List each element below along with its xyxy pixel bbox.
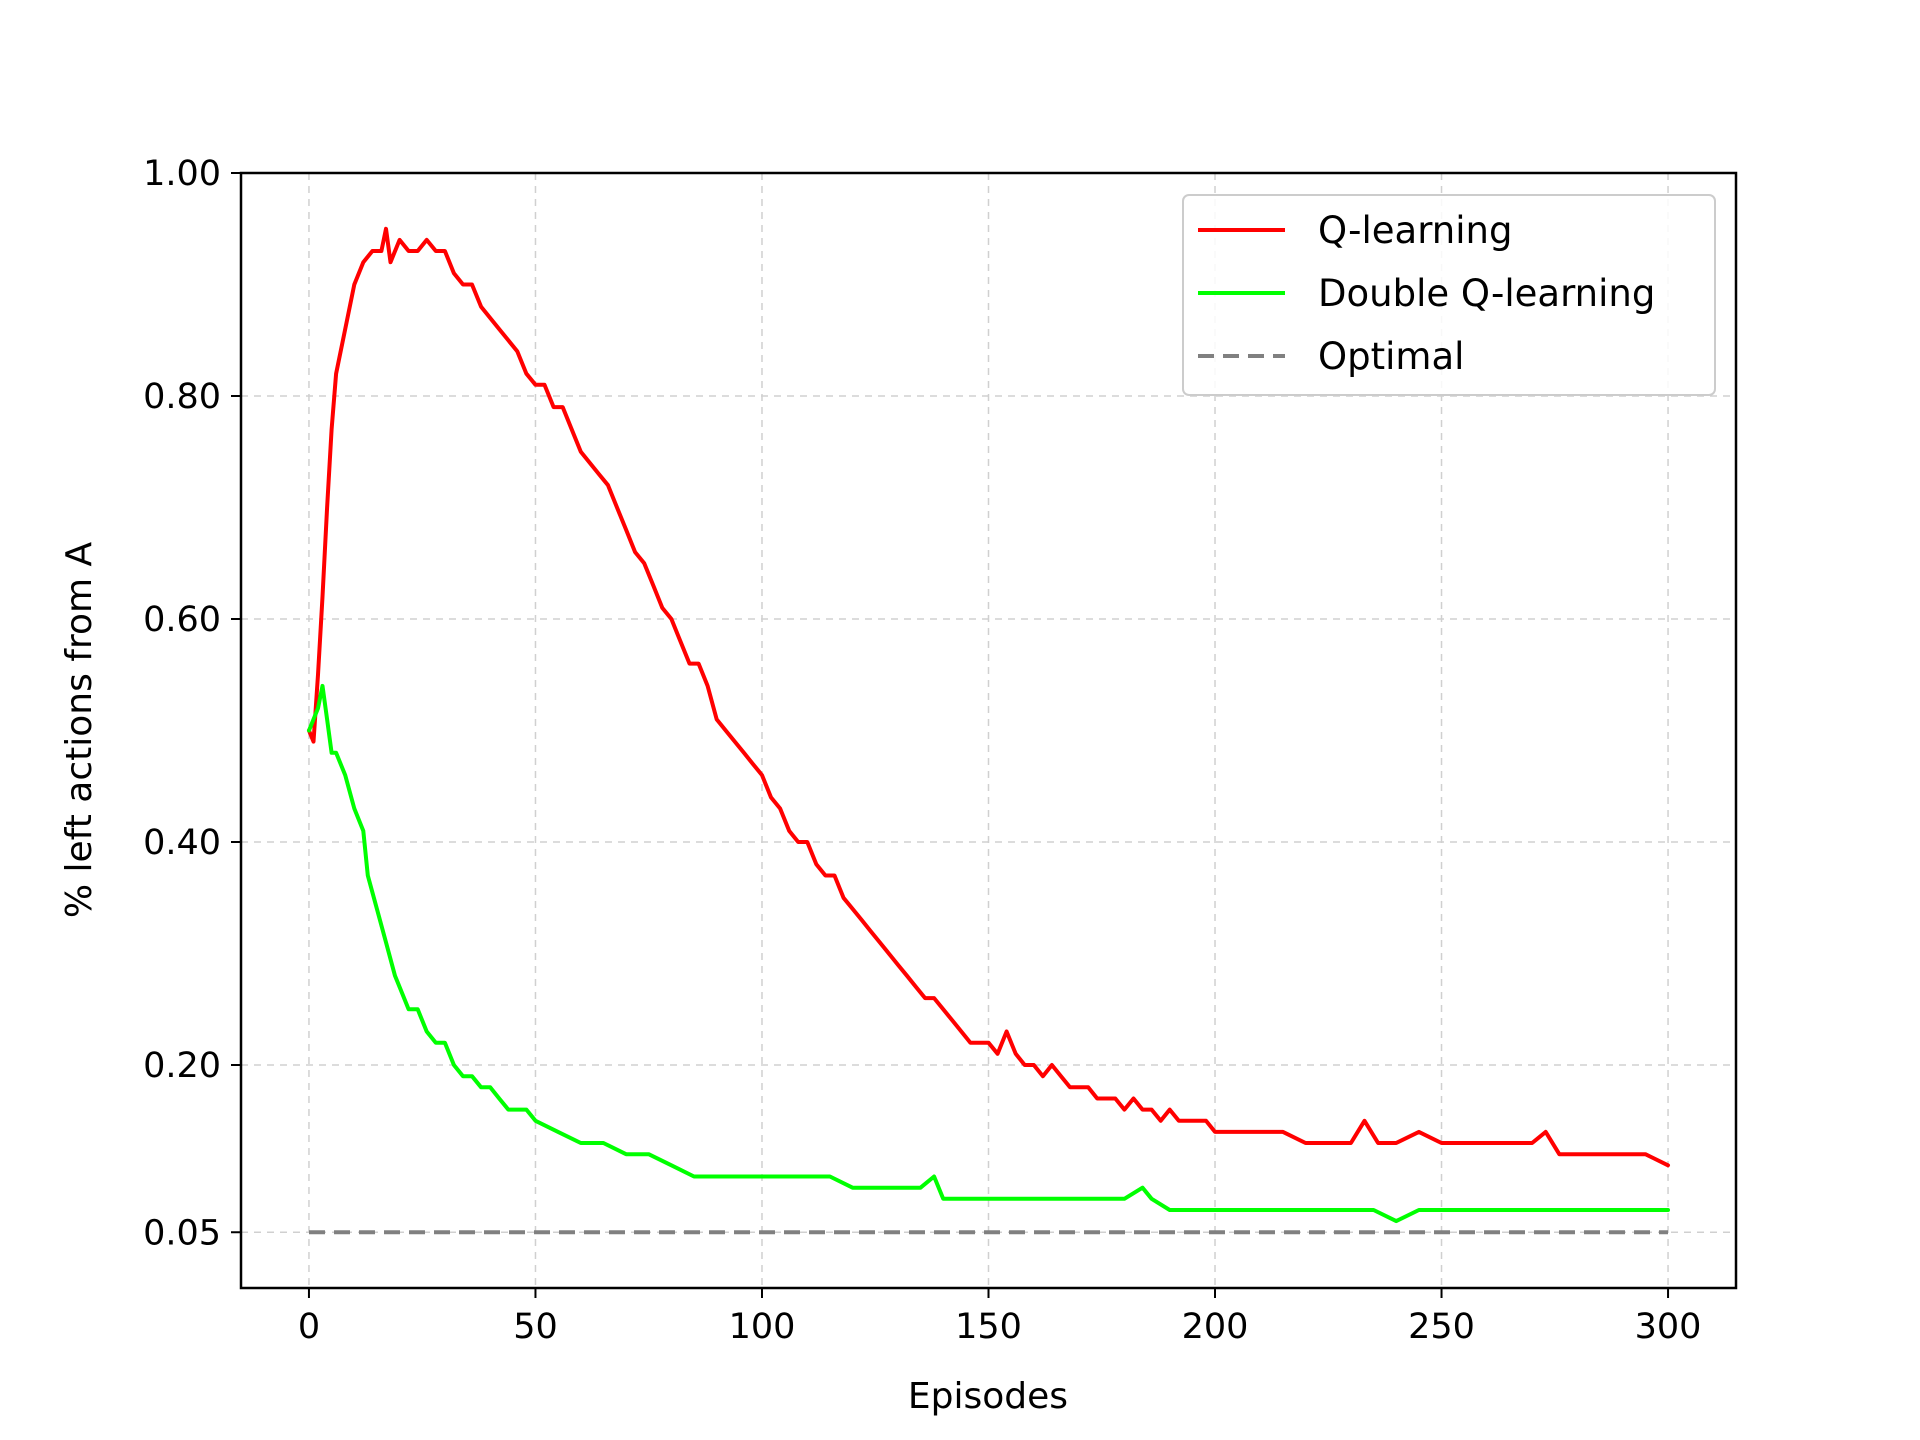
x-tick-label-200: 200 bbox=[1182, 1307, 1249, 1347]
series-layer bbox=[307, 226, 1670, 1235]
y-tick-label-0-60: 0.60 bbox=[143, 600, 221, 640]
y-tick-label-0-80: 0.80 bbox=[143, 377, 221, 417]
x-tick-label-0: 0 bbox=[298, 1307, 320, 1347]
legend-label-double-q-learning: Double Q-learning bbox=[1318, 272, 1655, 315]
y-tick-label-1-00: 1.00 bbox=[143, 154, 221, 194]
y-axis-ticks: 0.05 0.20 0.40 0.60 0.80 1.00 bbox=[143, 154, 241, 1253]
legend-box bbox=[1182, 194, 1716, 396]
series-line-q-learning bbox=[307, 226, 1670, 1168]
legend-label-optimal: Optimal bbox=[1318, 335, 1464, 378]
x-axis-ticks: 0 50 100 150 200 250 300 bbox=[298, 1288, 1702, 1347]
x-tick-label-150: 150 bbox=[955, 1307, 1022, 1347]
series-line-double-q-learning bbox=[307, 683, 1670, 1224]
y-tick-label-0-05: 0.05 bbox=[143, 1213, 221, 1253]
x-axis-title: Episodes bbox=[908, 1376, 1068, 1417]
y-tick-label-0-20: 0.20 bbox=[143, 1046, 221, 1086]
legend: Q-learning Double Q-learning Optimal bbox=[1182, 194, 1716, 396]
x-tick-label-50: 50 bbox=[513, 1307, 558, 1347]
x-tick-label-100: 100 bbox=[729, 1307, 796, 1347]
y-axis-title: % left actions from A bbox=[59, 542, 100, 919]
legend-label-q-learning: Q-learning bbox=[1318, 209, 1512, 252]
y-tick-label-0-40: 0.40 bbox=[143, 823, 221, 863]
x-tick-label-250: 250 bbox=[1408, 1307, 1475, 1347]
x-tick-label-300: 300 bbox=[1635, 1307, 1702, 1347]
